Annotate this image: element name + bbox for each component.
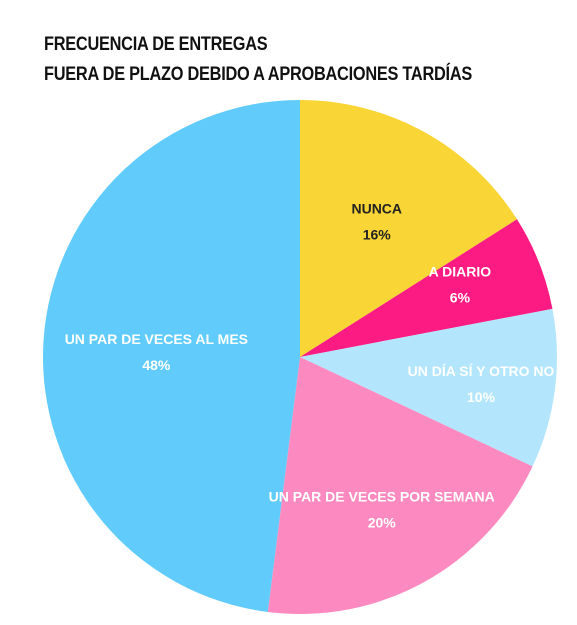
chart-title-line-2: FUERA DE PLAZO DEBIDO A APROBACIONES TAR… <box>44 64 473 85</box>
slice-label-nunca: NUNCA <box>351 200 402 216</box>
pie-slice-un-dia-si-y-otro-no <box>300 308 557 467</box>
pie-slice-un-par-de-veces-al-mes <box>43 100 301 612</box>
slice-value-un-par-de-veces-por-semana: 20% <box>368 515 397 531</box>
slice-label-un-par-de-veces-al-mes: UN PAR DE VECES AL MES <box>65 331 248 347</box>
slice-label-un-par-de-veces-por-semana: UN PAR DE VECES POR SEMANA <box>269 489 495 505</box>
pie-slice-nunca <box>300 100 517 357</box>
slice-label-a-diario: A DIARIO <box>429 263 492 279</box>
slice-value-nunca: 16% <box>363 226 392 242</box>
slice-label-un-dia-si-y-otro-no: UN DÍA SÍ Y OTRO NO <box>408 363 555 379</box>
slice-value-un-par-de-veces-al-mes: 48% <box>142 357 171 373</box>
chart-title: FRECUENCIA DE ENTREGAS FUERA DE PLAZO DE… <box>44 30 472 90</box>
chart-title-line-1: FRECUENCIA DE ENTREGAS <box>44 34 268 55</box>
pie-slice-un-par-de-veces-por-semana <box>267 357 533 614</box>
slice-value-a-diario: 6% <box>450 289 471 305</box>
slice-value-un-dia-si-y-otro-no: 10% <box>467 389 496 405</box>
pie-slice-a-diario <box>300 219 553 357</box>
